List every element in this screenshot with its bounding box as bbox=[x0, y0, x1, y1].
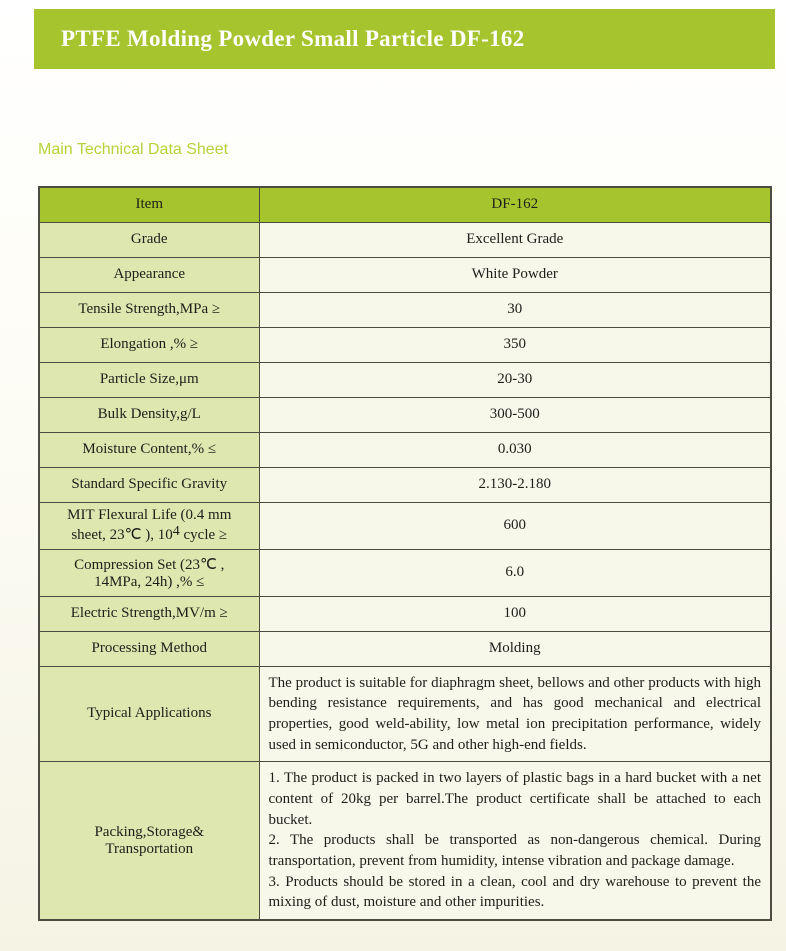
row-label: Appearance bbox=[38, 256, 260, 293]
row-label: Packing,Storage& Transportation bbox=[38, 761, 260, 921]
row-label: Typical Applications bbox=[38, 665, 260, 763]
technical-data-table: Item DF-162 Grade Excellent Grade Appear… bbox=[38, 186, 772, 922]
row-value: 2.130-2.180 bbox=[258, 466, 772, 503]
table-row-packing-storage-transportation: Packing,Storage& Transportation 1. The p… bbox=[38, 761, 772, 921]
row-label: Tensile Strength,MPa ≥ bbox=[38, 291, 260, 328]
table-header-row: Item DF-162 bbox=[38, 186, 772, 223]
table-row-mit-flexural-life: MIT Flexural Life (0.4 mm sheet, 23℃ ), … bbox=[38, 501, 772, 550]
row-label: MIT Flexural Life (0.4 mm sheet, 23℃ ), … bbox=[38, 501, 260, 550]
table-row-specific-gravity: Standard Specific Gravity 2.130-2.180 bbox=[38, 466, 772, 503]
row-label: Grade bbox=[38, 221, 260, 258]
row-value: 350 bbox=[258, 326, 772, 363]
label-line2: Transportation bbox=[105, 840, 194, 857]
row-value: 30 bbox=[258, 291, 772, 328]
row-label: Particle Size,μm bbox=[38, 361, 260, 398]
row-label: Elongation ,% ≥ bbox=[38, 326, 260, 363]
header-value-cell: DF-162 bbox=[258, 186, 772, 223]
table-row-compression-set: Compression Set (23℃ , 14MPa, 24h) ,% ≤ … bbox=[38, 548, 772, 597]
table-row-particle-size: Particle Size,μm 20-30 bbox=[38, 361, 772, 398]
table-row-moisture-content: Moisture Content,% ≤ 0.030 bbox=[38, 431, 772, 468]
label-line2-post: cycle ≥ bbox=[179, 527, 228, 543]
label-superscript: 4 bbox=[172, 524, 180, 539]
row-value-paragraphs: 1. The product is packed in two layers o… bbox=[258, 761, 772, 921]
table-row-appearance: Appearance White Powder bbox=[38, 256, 772, 293]
row-value: 300-500 bbox=[258, 396, 772, 433]
row-label: Standard Specific Gravity bbox=[38, 466, 260, 503]
table-row-processing-method: Processing Method Molding bbox=[38, 630, 772, 667]
table-row-bulk-density: Bulk Density,g/L 300-500 bbox=[38, 396, 772, 433]
row-label: Compression Set (23℃ , 14MPa, 24h) ,% ≤ bbox=[38, 548, 260, 597]
header-item-cell: Item bbox=[38, 186, 260, 223]
page-title: PTFE Molding Powder Small Particle DF-16… bbox=[61, 26, 525, 51]
label-line2: 14MPa, 24h) ,% ≤ bbox=[94, 573, 205, 590]
packing-item-2: 2. The products shall be transported as … bbox=[268, 832, 762, 869]
title-banner: PTFE Molding Powder Small Particle DF-16… bbox=[34, 9, 775, 69]
row-value: 100 bbox=[258, 595, 772, 632]
row-label: Electric Strength,MV/m ≥ bbox=[38, 595, 260, 632]
row-label: Processing Method bbox=[38, 630, 260, 667]
packing-item-3: 3. Products should be stored in a clean,… bbox=[268, 873, 762, 911]
row-value: Molding bbox=[258, 630, 772, 667]
section-heading: Main Technical Data Sheet bbox=[38, 141, 229, 158]
table-row-tensile-strength: Tensile Strength,MPa ≥ 30 bbox=[38, 291, 772, 328]
row-value: 0.030 bbox=[258, 431, 772, 468]
row-value: 600 bbox=[258, 501, 772, 550]
table-row-grade: Grade Excellent Grade bbox=[38, 221, 772, 258]
label-line1: Compression Set (23℃ , bbox=[74, 556, 225, 573]
row-value: Excellent Grade bbox=[258, 221, 772, 258]
label-line2-pre: sheet, 23℃ ), 10 bbox=[71, 527, 173, 543]
row-label: Moisture Content,% ≤ bbox=[38, 431, 260, 468]
table-row-electric-strength: Electric Strength,MV/m ≥ 100 bbox=[38, 595, 772, 632]
packing-item-1: 1. The product is packed in two layers o… bbox=[268, 770, 762, 828]
table-row-elongation: Elongation ,% ≥ 350 bbox=[38, 326, 772, 363]
row-label: Bulk Density,g/L bbox=[38, 396, 260, 433]
table-row-typical-applications: Typical Applications The product is suit… bbox=[38, 665, 772, 763]
label-line1: Packing,Storage& bbox=[94, 823, 205, 840]
row-value: 20-30 bbox=[258, 361, 772, 398]
row-value: 6.0 bbox=[258, 548, 772, 597]
row-value: White Powder bbox=[258, 256, 772, 293]
label-line1: MIT Flexural Life (0.4 mm bbox=[67, 507, 232, 523]
row-value-paragraph: The product is suitable for diaphragm sh… bbox=[258, 665, 772, 763]
